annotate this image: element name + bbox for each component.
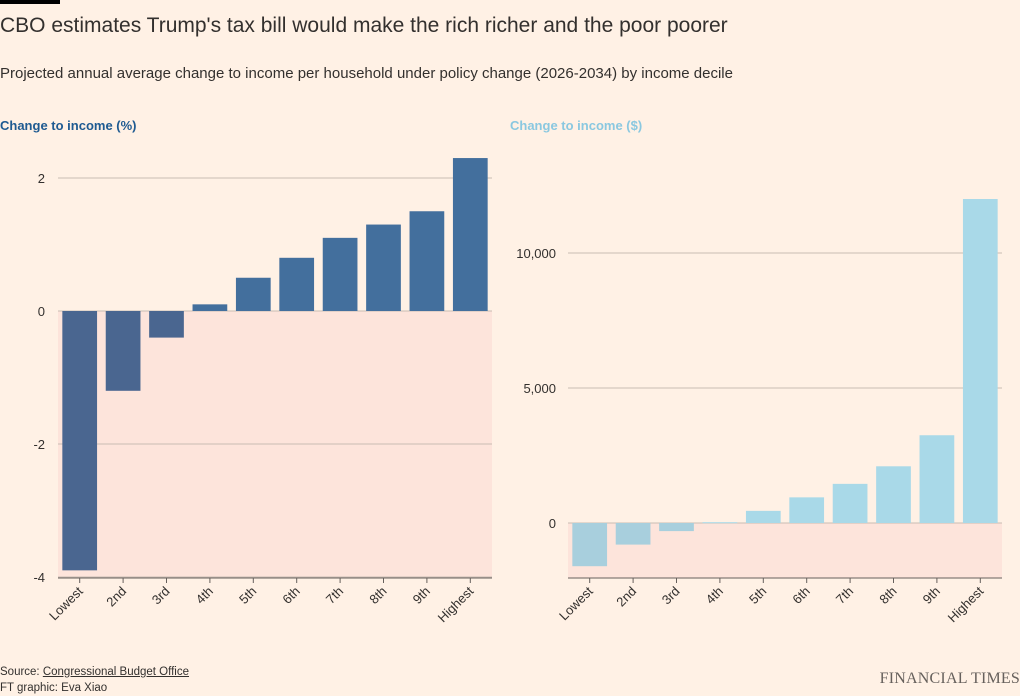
category-label-usd-7: 8th (876, 584, 899, 607)
bar-usd-7 (876, 466, 911, 523)
bar-usd-2 (659, 523, 694, 532)
category-label-usd-2: 3rd (659, 584, 683, 608)
bar-pct-8 (409, 211, 445, 311)
bar-pct-9 (452, 158, 488, 311)
category-label-usd-9: Highest (945, 583, 987, 625)
y-tick-label-pct-1: 0 (38, 304, 45, 319)
category-label-pct-2: 3rd (149, 584, 173, 608)
y-tick-label-usd-2: 0 (549, 516, 556, 531)
source-link[interactable]: Congressional Budget Office (42, 666, 190, 678)
category-label-pct-6: 7th (323, 584, 346, 607)
bar-usd-4 (745, 510, 781, 523)
y-tick-label-usd-1: 5,000 (523, 381, 556, 396)
bar-usd-3 (702, 522, 738, 524)
bar-pct-0 (62, 311, 98, 571)
category-label-pct-8: 9th (410, 584, 433, 607)
bar-usd-0 (572, 523, 608, 567)
category-label-pct-7: 8th (366, 584, 389, 607)
chart-subtitle: Projected annual average change to incom… (0, 65, 733, 82)
axis-title-pct: Change to income (%) (0, 118, 137, 133)
bar-pct-5 (279, 257, 315, 311)
category-label-usd-1: 2nd (613, 584, 639, 610)
category-label-pct-4: 5th (236, 584, 259, 607)
y-tick-label-usd-0: 10,000 (516, 246, 556, 261)
bar-usd-1 (615, 523, 651, 545)
bar-pct-2 (149, 311, 184, 338)
y-tick-label-pct-2: -2 (33, 437, 45, 452)
y-tick-label-pct-3: -4 (33, 570, 45, 585)
axis-title-usd: Change to income ($) (510, 118, 642, 133)
bar-pct-6 (322, 237, 358, 311)
category-label-pct-5: 6th (279, 584, 302, 607)
bar-pct-3 (192, 304, 228, 311)
bar-usd-8 (919, 435, 955, 523)
top-accent-bar (0, 0, 60, 4)
category-label-pct-3: 4th (193, 584, 216, 607)
category-label-usd-6: 7th (833, 584, 856, 607)
chart-title: CBO estimates Trump's tax bill would mak… (0, 14, 728, 37)
category-label-usd-5: 6th (789, 584, 812, 607)
bar-pct-7 (366, 224, 401, 311)
category-label-usd-8: 9th (920, 584, 943, 607)
bar-usd-6 (832, 483, 868, 523)
source-line: Source: Congressional Budget Office (0, 666, 189, 678)
graphic-credit: FT graphic: Eva Xiao (0, 682, 108, 694)
bar-usd-5 (789, 497, 825, 523)
financial-times-logo: FINANCIAL TIMES (879, 670, 1020, 687)
y-tick-label-pct-0: 2 (38, 171, 45, 186)
category-label-pct-9: Highest (435, 583, 477, 625)
source-label: Source: (0, 666, 43, 678)
category-label-usd-4: 5th (746, 584, 769, 607)
bar-usd-9 (962, 199, 998, 523)
category-label-pct-0: Lowest (46, 583, 86, 623)
category-label-pct-1: 2nd (103, 584, 129, 610)
bar-pct-1 (105, 311, 141, 391)
category-label-usd-0: Lowest (556, 583, 596, 623)
bar-pct-4 (235, 277, 271, 311)
category-label-usd-3: 4th (703, 584, 726, 607)
